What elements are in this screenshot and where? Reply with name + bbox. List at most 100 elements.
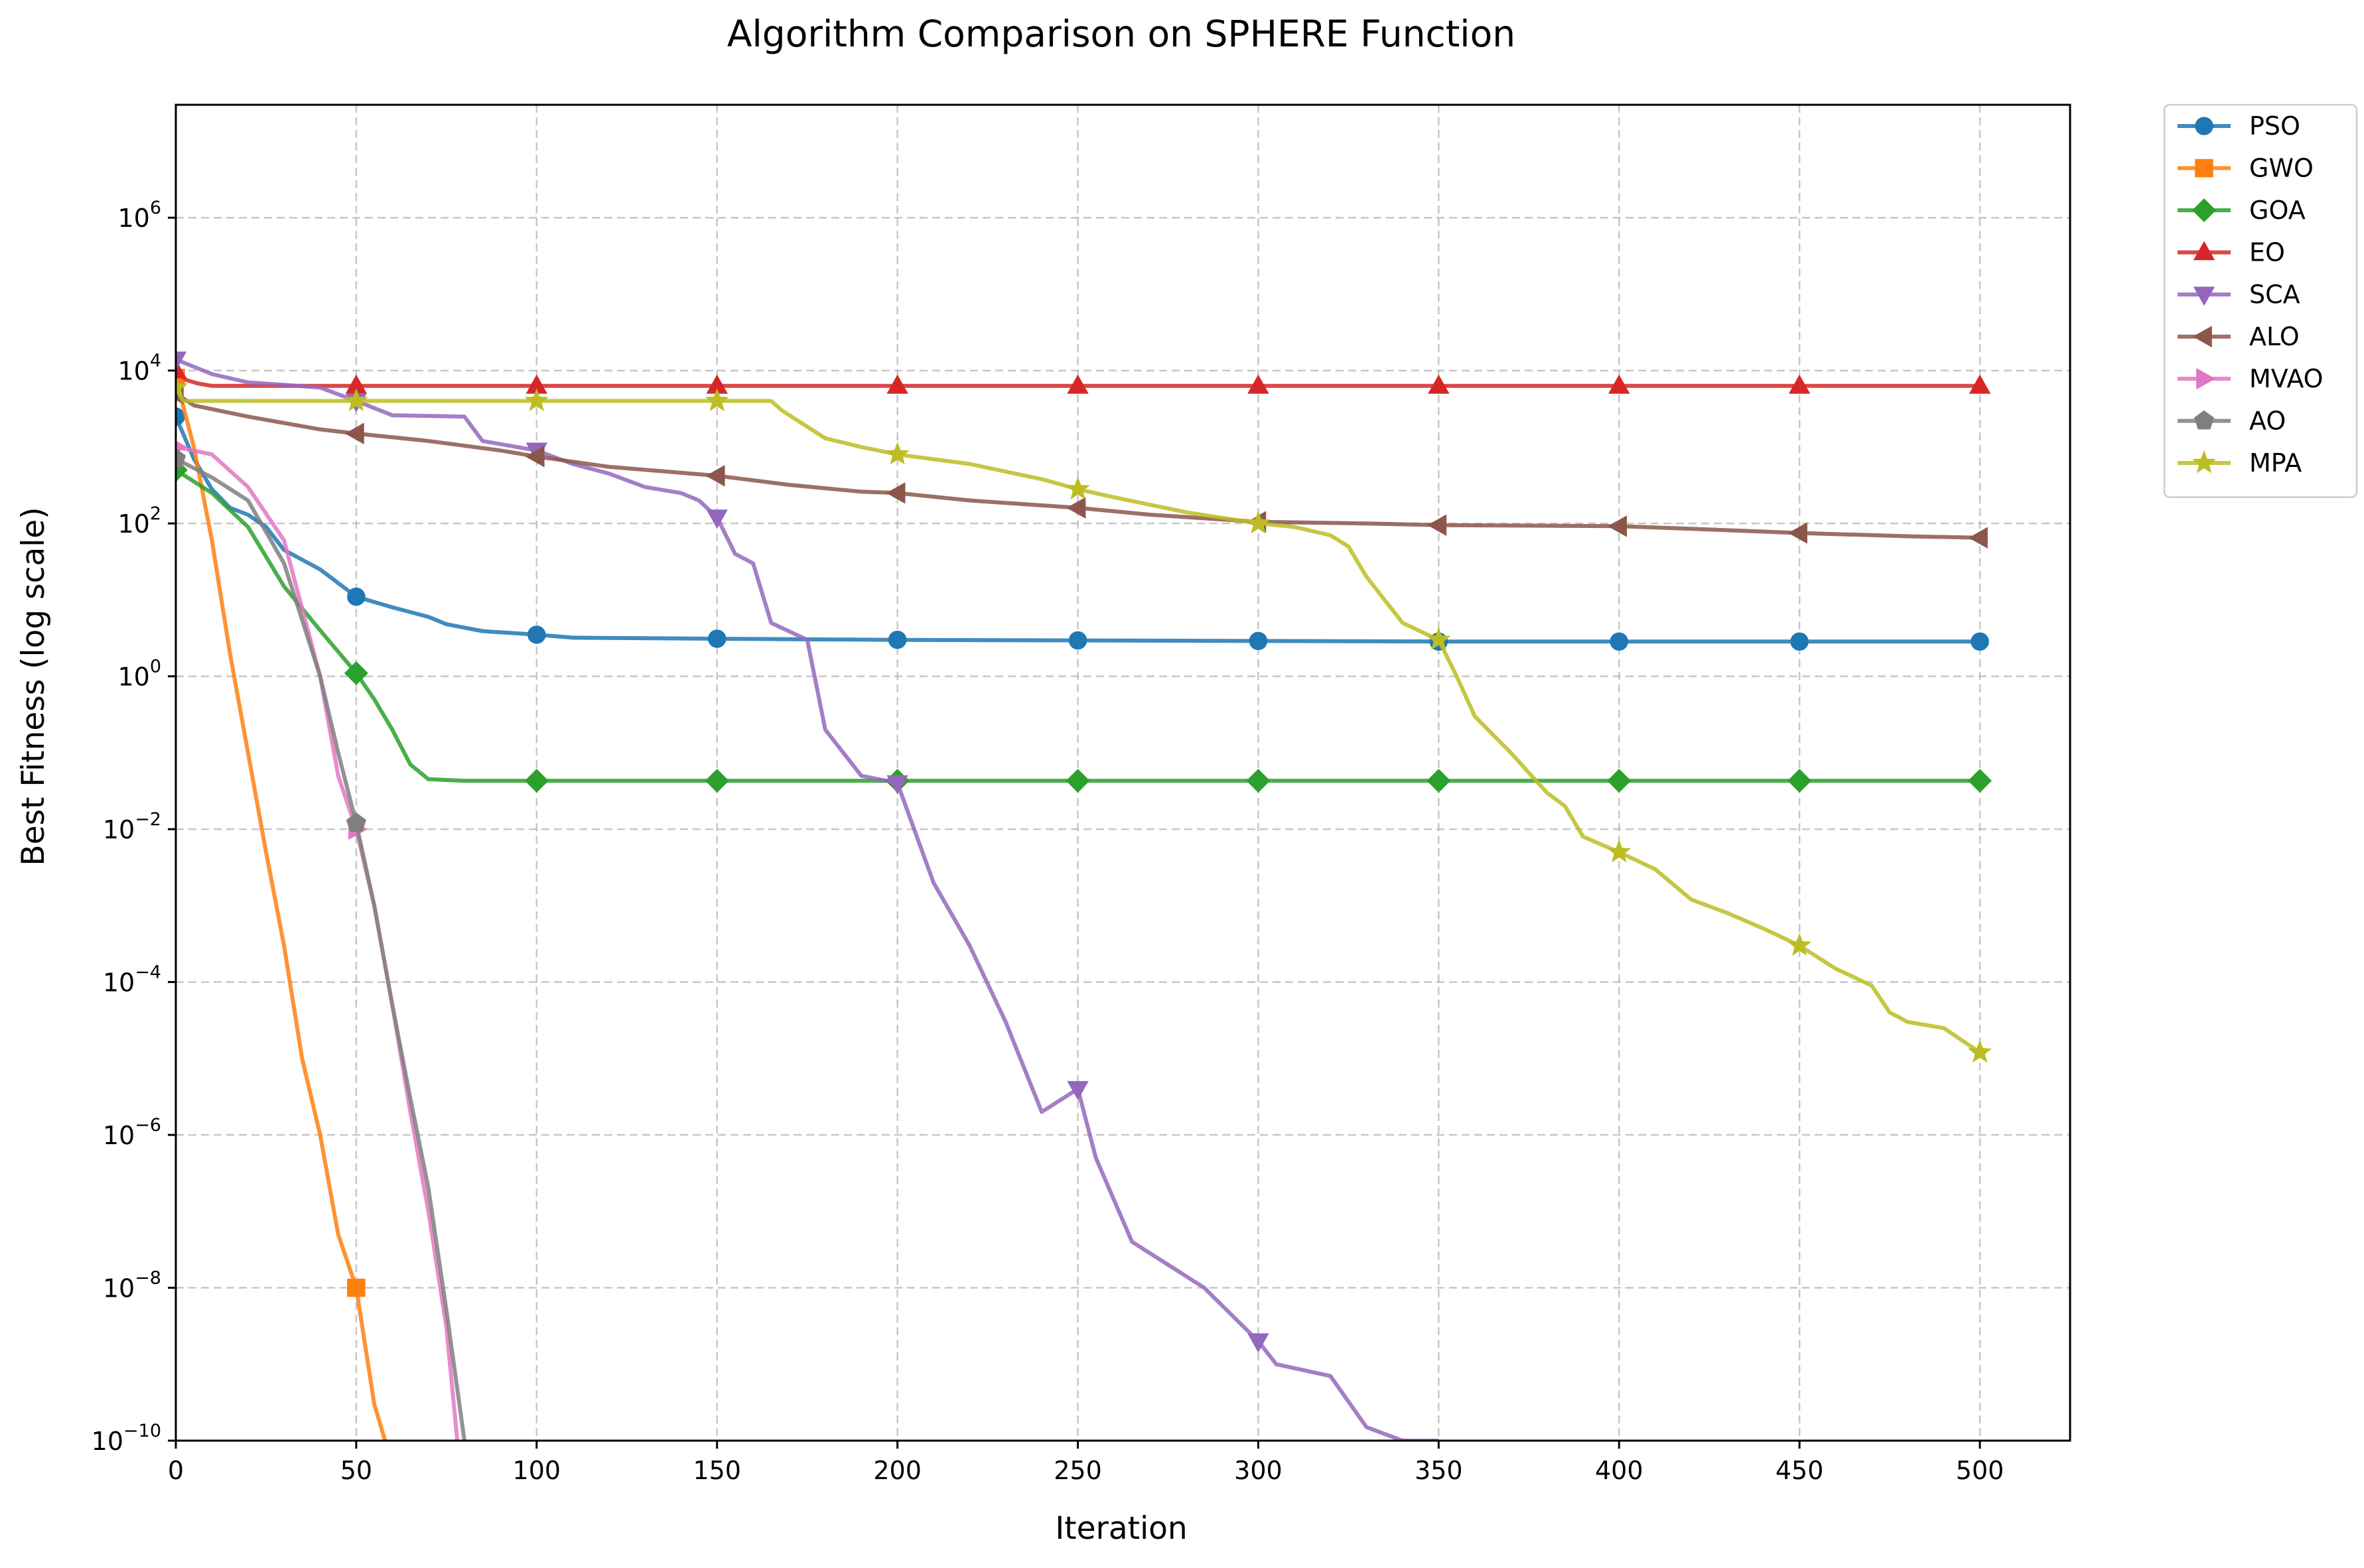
data-point-mpa — [1787, 933, 1812, 956]
legend-box — [2163, 103, 2358, 498]
legend-item-eo: EO — [2178, 238, 2285, 267]
data-point-goa — [1968, 769, 1992, 793]
legend-label: ALO — [2249, 322, 2300, 352]
x-tick-label: 350 — [1415, 1456, 1463, 1485]
data-point-mpa — [1066, 476, 1090, 500]
series-line-goa — [176, 468, 1980, 783]
data-point-sca — [706, 509, 728, 529]
legend-marker — [2193, 287, 2215, 306]
y-tick-label: 100 — [117, 657, 161, 692]
legend-marker — [2191, 450, 2217, 474]
legend-label: AO — [2249, 407, 2286, 436]
y-tick-exponent: 2 — [150, 503, 161, 524]
data-point-alo — [525, 446, 545, 468]
data-point-pso — [888, 630, 907, 649]
legend-marker — [2195, 117, 2213, 135]
data-point-alo — [886, 482, 906, 504]
x-tick-label: 50 — [340, 1456, 372, 1485]
y-tick-label: 106 — [117, 198, 161, 233]
data-point-goa — [1066, 769, 1090, 793]
data-point-mpa — [1607, 839, 1632, 863]
y-tick-base: 10 — [117, 357, 149, 386]
legend-marker — [2192, 198, 2216, 222]
y-tick-exponent: 6 — [150, 198, 161, 218]
legend-item-ao: AO — [2178, 407, 2286, 436]
legend-marker — [2195, 159, 2213, 178]
data-point-eo — [1608, 374, 1630, 394]
y-tick-base: 10 — [103, 1121, 135, 1150]
series-line-sca — [176, 358, 1439, 1441]
legend-item-mpa: MPA — [2178, 448, 2302, 478]
series-ao — [176, 448, 466, 1441]
x-tick-label: 100 — [513, 1456, 561, 1485]
legend: PSO GWO GOA EO SCA ALO MVAO AO MPA — [2163, 103, 2358, 498]
data-point-mpa — [1967, 1039, 1992, 1063]
legend-label: MPA — [2249, 448, 2302, 478]
legend-label: SCA — [2249, 280, 2300, 309]
y-tick-exponent: −2 — [135, 809, 161, 830]
data-point-pso — [527, 625, 546, 644]
series-goa — [176, 458, 1992, 793]
data-point-goa — [1426, 769, 1451, 793]
y-tick-label: 10−10 — [92, 1421, 161, 1456]
data-point-sca — [886, 775, 908, 795]
y-tick-base: 10 — [117, 663, 149, 692]
data-point-alo — [1968, 527, 1988, 549]
data-point-goa — [1607, 769, 1632, 793]
legend-marker — [2192, 326, 2212, 348]
legend-item-sca: SCA — [2178, 280, 2300, 309]
y-tick-exponent: −4 — [135, 962, 161, 983]
data-point-alo — [705, 465, 725, 487]
y-tick-label: 10−2 — [103, 809, 161, 844]
y-tick-base: 10 — [103, 968, 135, 998]
y-tick-label: 10−8 — [103, 1268, 161, 1303]
data-point-mpa — [524, 388, 549, 411]
x-axis-title: Iteration — [1055, 1510, 1187, 1547]
y-tick-exponent: 4 — [150, 351, 161, 371]
legend-item-gwo: GWO — [2178, 154, 2314, 183]
legend-label: PSO — [2249, 111, 2300, 141]
x-tick-label: 150 — [693, 1456, 741, 1485]
legend-label: EO — [2249, 238, 2285, 267]
data-point-pso — [707, 629, 727, 648]
y-tick-base: 10 — [117, 509, 149, 539]
data-point-mpa — [705, 388, 729, 411]
data-point-mpa — [176, 375, 188, 398]
data-point-eo — [1247, 374, 1269, 394]
y-tick-exponent: −8 — [135, 1268, 161, 1289]
series-line-mpa — [176, 386, 1981, 1055]
legend-item-pso: PSO — [2178, 111, 2300, 141]
axis-ticks: 0 50 100 150 200 250 300 350 400 450 50010−1010−81… — [92, 198, 2004, 1485]
data-point-mpa — [344, 388, 368, 411]
legend-marker — [2196, 367, 2216, 390]
data-point-eo — [886, 374, 908, 394]
y-tick-base: 10 — [92, 1427, 123, 1456]
data-point-gwo — [347, 1278, 366, 1297]
data-point-pso — [1249, 631, 1268, 651]
data-point-goa — [1787, 769, 1812, 793]
data-point-alo — [1066, 497, 1086, 519]
plot-frame — [174, 103, 2071, 1442]
data-point-alo — [344, 423, 364, 444]
data-point-eo — [1428, 374, 1450, 394]
data-point-pso — [1971, 632, 1989, 651]
series-line-pso — [176, 415, 1980, 644]
y-tick-label: 10−4 — [103, 962, 161, 998]
y-tick-base: 10 — [103, 815, 135, 844]
data-point-mpa — [1426, 627, 1451, 651]
data-point-goa — [705, 769, 729, 793]
legend-marker — [2193, 410, 2215, 430]
data-point-eo — [1969, 374, 1991, 394]
legend-label: GOA — [2249, 196, 2306, 225]
data-point-alo — [1427, 514, 1447, 536]
chart-title: Algorithm Comparison on SPHERE Function — [727, 13, 1515, 55]
legend-marker — [2193, 241, 2215, 261]
data-point-sca — [1247, 1333, 1269, 1353]
data-point-ao — [346, 813, 367, 832]
data-point-eo — [1067, 374, 1089, 394]
x-tick-label: 400 — [1595, 1456, 1643, 1485]
x-tick-label: 0 — [168, 1456, 184, 1485]
y-tick-exponent: −6 — [135, 1115, 161, 1136]
data-point-eo — [1788, 374, 1811, 394]
